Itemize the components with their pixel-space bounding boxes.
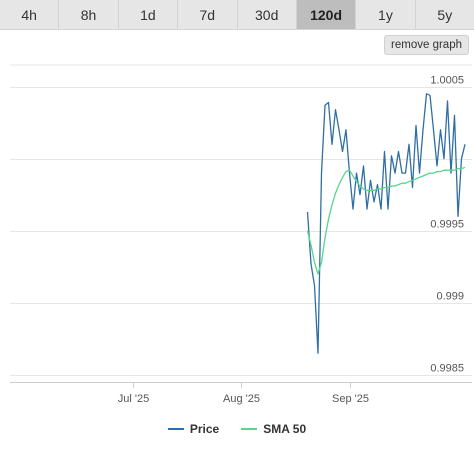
y-tick-label: 1.0005 [430, 75, 464, 87]
tab-1y[interactable]: 1y [356, 0, 416, 29]
price-line [306, 93, 466, 354]
y-tick-label: 0.9985 [430, 363, 464, 375]
tab-1d[interactable]: 1d [118, 0, 179, 29]
legend-swatch-price [167, 428, 184, 430]
tab-4h[interactable]: 4h [0, 0, 60, 29]
y-tick-label: 0.999 [436, 291, 464, 303]
legend-item-price[interactable]: Price [167, 422, 220, 436]
x-tick-label: Jul '25 [118, 393, 149, 405]
tab-120d[interactable]: 120d [296, 0, 357, 29]
tab-7d[interactable]: 7d [178, 0, 238, 29]
sma-50-line [306, 166, 466, 275]
y-tick-label: 0.9995 [430, 219, 464, 231]
legend: Price SMA 50 [0, 420, 474, 438]
grid-lines [10, 64, 472, 376]
legend-label-price: Price [189, 422, 220, 436]
remove-graph-button[interactable]: remove graph [384, 35, 469, 55]
y-axis-labels: 0.9985 0.999 0.9995 1.0005 [430, 75, 464, 375]
legend-item-sma[interactable]: SMA 50 [241, 422, 306, 436]
tab-8h[interactable]: 8h [59, 0, 119, 29]
x-axis: Jul '25 Aug '25 Sep '25 [10, 382, 472, 405]
x-tick-label: Sep '25 [332, 393, 369, 405]
tab-30d[interactable]: 30d [237, 0, 297, 29]
legend-swatch-sma [241, 428, 258, 430]
tab-5y[interactable]: 5y [415, 0, 474, 29]
timeframe-tabs: 4h 8h 1d 7d 30d 120d 1y 5y [0, 0, 474, 30]
series-lines [306, 93, 466, 354]
x-tick-label: Aug '25 [223, 393, 260, 405]
legend-label-sma: SMA 50 [263, 422, 307, 436]
